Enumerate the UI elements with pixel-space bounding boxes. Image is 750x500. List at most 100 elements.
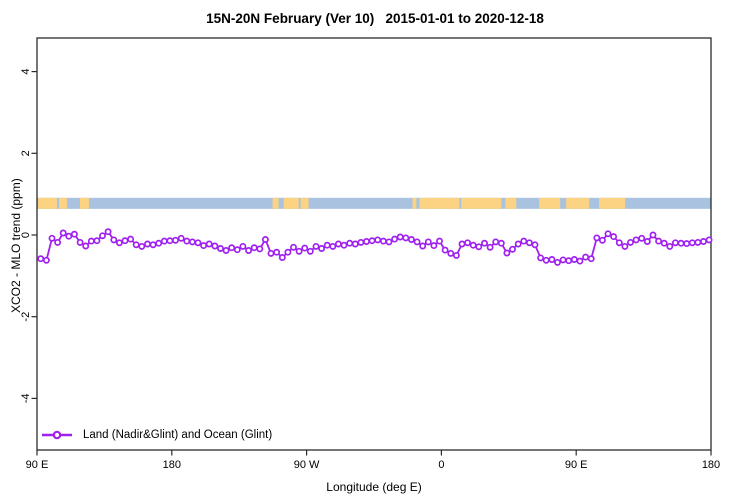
series-marker: [127, 235, 135, 243]
series-marker: [138, 242, 146, 250]
series-marker: [615, 239, 623, 247]
series-marker: [295, 247, 303, 255]
land-band-segment: [566, 197, 590, 209]
series-marker: [374, 236, 382, 244]
series-marker: [643, 238, 651, 245]
series-marker: [385, 238, 393, 246]
series-marker: [329, 242, 337, 250]
x-tick-label: 90 W: [294, 459, 320, 471]
series-marker: [379, 237, 387, 245]
series-marker: [632, 236, 640, 244]
series-marker: [273, 248, 281, 256]
series-marker: [42, 256, 50, 264]
series-marker: [677, 239, 685, 247]
series-marker: [497, 239, 505, 247]
y-tick-label: -2: [20, 312, 32, 322]
series-marker: [424, 238, 432, 246]
series-marker: [346, 239, 354, 247]
series-marker: [537, 254, 545, 262]
series-marker: [509, 245, 516, 253]
x-tick-label: 180: [702, 459, 720, 471]
series-marker: [638, 234, 646, 242]
series-marker: [177, 234, 185, 242]
series-marker: [542, 256, 550, 264]
x-tick-label: 90 E: [26, 459, 49, 471]
series-marker: [694, 238, 702, 246]
series-marker: [121, 237, 129, 245]
series-marker: [290, 243, 297, 251]
series-marker: [688, 239, 696, 247]
series-marker: [486, 243, 494, 251]
series-marker: [503, 249, 511, 257]
series-marker: [582, 253, 590, 261]
series-marker: [520, 237, 528, 245]
series-marker: [211, 242, 219, 250]
series-marker: [525, 239, 533, 247]
land-band-segment: [38, 197, 57, 209]
series-marker: [458, 240, 466, 248]
series-marker: [217, 245, 224, 252]
series-marker: [649, 231, 657, 239]
series-marker: [464, 239, 472, 247]
series-marker: [155, 239, 163, 247]
series-marker: [441, 246, 449, 254]
y-tick-label: 0: [20, 232, 32, 238]
series-marker: [278, 254, 286, 261]
series-marker: [514, 240, 522, 248]
land-band-segment: [283, 197, 299, 209]
series-marker: [228, 244, 236, 252]
series-marker: [655, 237, 663, 245]
series-marker: [660, 239, 668, 247]
series-marker: [301, 244, 309, 252]
series-marker: [306, 247, 314, 255]
series-marker: [160, 237, 168, 245]
series-marker: [82, 242, 90, 250]
series-marker: [110, 236, 118, 244]
series-marker: [267, 249, 275, 257]
x-tick-label: 180: [163, 459, 181, 471]
plot-border: [36, 37, 712, 451]
series-marker: [132, 241, 140, 249]
series-marker: [233, 246, 241, 254]
series-marker: [452, 251, 460, 259]
x-tick-label: 90 E: [565, 459, 588, 471]
series-marker: [531, 241, 539, 249]
series-marker: [37, 255, 45, 263]
series-marker: [447, 249, 455, 257]
legend: Land (Nadir&Glint) and Ocean (Glint): [40, 427, 272, 443]
series-marker: [334, 240, 342, 248]
series-marker: [363, 238, 370, 245]
series-marker: [149, 241, 157, 249]
series-marker: [627, 238, 634, 246]
series-marker: [222, 247, 230, 254]
series-marker: [256, 245, 264, 253]
series-marker: [368, 237, 376, 245]
series-marker: [587, 255, 595, 263]
series-marker: [604, 230, 612, 238]
series-marker: [576, 257, 584, 265]
series-marker: [469, 241, 477, 249]
series-marker: [683, 240, 691, 248]
series-marker: [396, 233, 404, 241]
series-marker: [261, 236, 269, 243]
land-band-segment: [539, 197, 561, 209]
series-marker: [188, 238, 196, 246]
series-marker: [671, 239, 679, 247]
y-tick-label: 4: [20, 69, 32, 75]
series-marker: [76, 238, 84, 246]
series-marker: [200, 242, 208, 250]
series-marker: [340, 241, 348, 249]
series-marker: [48, 234, 56, 242]
series-marker: [65, 232, 73, 240]
series-marker: [87, 237, 95, 245]
series-marker: [104, 228, 112, 236]
series-marker: [284, 248, 292, 256]
series-marker: [402, 234, 410, 242]
series-marker: [610, 233, 618, 241]
series-marker: [239, 242, 247, 250]
series-marker: [621, 242, 629, 250]
series-marker: [312, 242, 320, 250]
x-tick-label: 0: [438, 459, 444, 471]
series-marker: [419, 242, 427, 250]
